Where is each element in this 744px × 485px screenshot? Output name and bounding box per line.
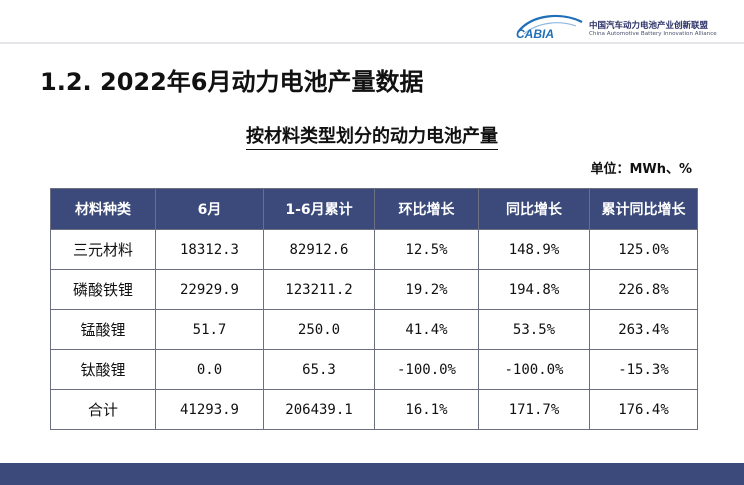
table-cell: 263.4%: [589, 309, 698, 350]
table-cell: 0.0: [155, 349, 264, 390]
col-header-ytd-yoy: 累计同比增长: [589, 188, 698, 230]
table-cell: 18312.3: [155, 229, 264, 270]
production-table: 材料种类 6月 1-6月累计 环比增长 同比增长 累计同比增长 三元材料 183…: [50, 188, 698, 430]
table-cell: 钛酸锂: [50, 349, 156, 390]
table-cell: 148.9%: [478, 229, 590, 270]
table-cell: 226.8%: [589, 269, 698, 310]
cabia-logo: CABIA 中国汽车动力电池产业创新联盟 China Automotive Ba…: [510, 10, 740, 42]
table-cell: 合计: [50, 389, 156, 430]
table-cell: 锰酸锂: [50, 309, 156, 350]
table-cell: 194.8%: [478, 269, 590, 310]
table-cell: 16.1%: [374, 389, 479, 430]
logo-name-en: China Automotive Battery Innovation Alli…: [589, 31, 717, 37]
table-cell: 125.0%: [589, 229, 698, 270]
table-cell: 19.2%: [374, 269, 479, 310]
table-cell: 41.4%: [374, 309, 479, 350]
table-cell: 磷酸铁锂: [50, 269, 156, 310]
table-row: 钛酸锂 0.0 65.3 -100.0% -100.0% -15.3%: [50, 349, 698, 390]
table-cell: -100.0%: [478, 349, 590, 390]
table-cell: 171.7%: [478, 389, 590, 430]
table-cell: 22929.9: [155, 269, 264, 310]
table-cell: 65.3: [263, 349, 375, 390]
cabia-logo-icon: CABIA: [516, 15, 583, 40]
table-row: 三元材料 18312.3 82912.6 12.5% 148.9% 125.0%: [50, 229, 698, 270]
table-cell: 176.4%: [589, 389, 698, 430]
table-caption-text: 按材料类型划分的动力电池产量: [246, 126, 498, 150]
table-cell: 12.5%: [374, 229, 479, 270]
table-cell: 123211.2: [263, 269, 375, 310]
table-row-total: 合计 41293.9 206439.1 16.1% 171.7% 176.4%: [50, 389, 698, 430]
table-row: 锰酸锂 51.7 250.0 41.4% 53.5% 263.4%: [50, 309, 698, 350]
table-cell: 51.7: [155, 309, 264, 350]
col-header-mom: 环比增长: [374, 188, 479, 230]
header-divider: [0, 42, 744, 44]
col-header-ytd: 1-6月累计: [263, 188, 375, 230]
unit-label: 单位：MWh、%: [590, 162, 692, 177]
table-cell: 250.0: [263, 309, 375, 350]
table-cell: 206439.1: [263, 389, 375, 430]
table-cell: 三元材料: [50, 229, 156, 270]
table-header-row: 材料种类 6月 1-6月累计 环比增长 同比增长 累计同比增长: [50, 188, 698, 230]
col-header-material: 材料种类: [50, 188, 156, 230]
logo-brand-text: CABIA: [516, 27, 554, 40]
slide-title: 1.2. 2022年6月动力电池产量数据: [40, 68, 424, 96]
table-cell: 82912.6: [263, 229, 375, 270]
table-caption: 按材料类型划分的动力电池产量: [0, 122, 744, 150]
table-cell: -100.0%: [374, 349, 479, 390]
logo-name-cn: 中国汽车动力电池产业创新联盟: [589, 21, 709, 31]
table-cell: 41293.9: [155, 389, 264, 430]
table-cell: -15.3%: [589, 349, 698, 390]
col-header-yoy: 同比增长: [478, 188, 590, 230]
col-header-june: 6月: [155, 188, 264, 230]
footer-bar: [0, 463, 744, 485]
table-cell: 53.5%: [478, 309, 590, 350]
table-row: 磷酸铁锂 22929.9 123211.2 19.2% 194.8% 226.8…: [50, 269, 698, 310]
